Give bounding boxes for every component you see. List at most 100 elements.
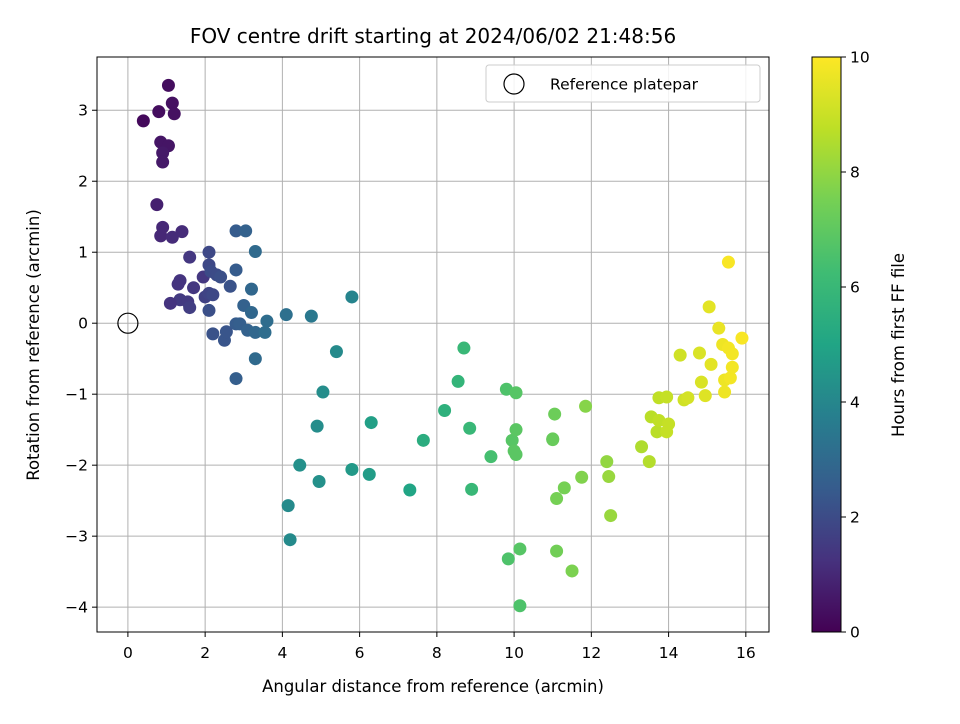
x-tick-label: 4 bbox=[277, 644, 287, 662]
data-point bbox=[662, 417, 676, 431]
data-point bbox=[550, 544, 564, 558]
data-point bbox=[451, 374, 465, 388]
data-point bbox=[725, 360, 739, 374]
data-point bbox=[248, 245, 262, 259]
data-point bbox=[219, 325, 233, 339]
data-point bbox=[310, 419, 324, 433]
data-point bbox=[600, 455, 614, 469]
data-point bbox=[202, 303, 216, 317]
data-point bbox=[165, 230, 179, 244]
data-point bbox=[692, 346, 706, 360]
x-axis-label: Angular distance from reference (arcmin) bbox=[262, 677, 604, 696]
data-point bbox=[279, 308, 293, 322]
y-tick-label: −1 bbox=[65, 386, 88, 404]
data-point bbox=[293, 458, 307, 472]
data-point bbox=[260, 314, 274, 328]
data-point bbox=[136, 114, 150, 128]
data-point bbox=[167, 107, 181, 121]
data-point bbox=[702, 300, 716, 314]
data-point bbox=[735, 331, 749, 345]
chart-title: FOV centre drift starting at 2024/06/02 … bbox=[190, 24, 676, 48]
colorbar-tick-label: 0 bbox=[850, 624, 860, 642]
data-point bbox=[175, 225, 189, 239]
data-point bbox=[364, 416, 378, 430]
x-tick-label: 0 bbox=[123, 644, 133, 662]
data-point bbox=[223, 279, 237, 293]
y-axis-label: Rotation from reference (arcmin) bbox=[24, 209, 43, 481]
data-point bbox=[362, 467, 376, 481]
data-point bbox=[345, 290, 359, 304]
data-point bbox=[602, 470, 616, 484]
data-point bbox=[642, 455, 656, 469]
data-point bbox=[694, 375, 708, 389]
scatter-points bbox=[117, 78, 749, 613]
data-point bbox=[229, 224, 243, 238]
x-tick-label: 10 bbox=[504, 644, 524, 662]
reference-platepar-marker bbox=[117, 312, 139, 334]
data-point bbox=[206, 288, 220, 302]
y-tick-label: −3 bbox=[65, 528, 88, 546]
data-point bbox=[244, 306, 258, 320]
data-point bbox=[214, 270, 228, 284]
data-point bbox=[723, 371, 737, 385]
data-point bbox=[329, 345, 343, 359]
data-point bbox=[152, 105, 166, 119]
data-point bbox=[463, 421, 477, 435]
data-point bbox=[304, 309, 318, 323]
colorbar-tick-label: 4 bbox=[850, 394, 860, 412]
legend: Reference platepar bbox=[485, 64, 761, 103]
y-tick-label: −2 bbox=[65, 457, 88, 475]
data-point bbox=[438, 404, 452, 418]
data-point bbox=[509, 448, 523, 462]
grid-lines bbox=[97, 57, 769, 632]
legend-reference-marker bbox=[503, 73, 525, 95]
x-tick-label: 2 bbox=[200, 644, 210, 662]
y-tick-label: 1 bbox=[78, 244, 88, 262]
x-tick-label: 16 bbox=[736, 644, 756, 662]
data-point bbox=[258, 325, 272, 339]
data-point bbox=[154, 229, 168, 243]
data-point bbox=[403, 483, 417, 497]
data-point bbox=[248, 352, 262, 366]
data-point bbox=[202, 245, 216, 259]
data-point bbox=[673, 348, 687, 362]
data-point bbox=[501, 552, 515, 566]
legend-box bbox=[485, 64, 761, 103]
y-axis-ticks: −4 −3 −2 −1 0 1 2 3 bbox=[65, 102, 97, 617]
y-tick-label: 0 bbox=[78, 315, 88, 333]
y-tick-label: −4 bbox=[65, 599, 88, 617]
x-tick-label: 8 bbox=[432, 644, 442, 662]
data-point bbox=[171, 277, 185, 291]
x-tick-label: 14 bbox=[659, 644, 679, 662]
data-point bbox=[513, 542, 527, 556]
data-point bbox=[546, 433, 560, 447]
data-point bbox=[484, 450, 498, 464]
data-point bbox=[718, 385, 732, 399]
data-point bbox=[513, 599, 527, 613]
data-point bbox=[312, 475, 326, 489]
data-point bbox=[465, 482, 479, 496]
legend-label-reference-platepar: Reference platepar bbox=[550, 76, 699, 94]
colorbar-ticks: 0 2 4 6 8 10 bbox=[841, 49, 870, 642]
data-point bbox=[557, 481, 571, 495]
data-point bbox=[183, 250, 197, 264]
data-point bbox=[156, 155, 170, 169]
colorbar-tick-label: 8 bbox=[850, 164, 860, 182]
data-point bbox=[725, 347, 739, 361]
data-point bbox=[509, 386, 523, 400]
data-point bbox=[681, 391, 695, 405]
data-point bbox=[161, 78, 175, 92]
data-point bbox=[416, 433, 430, 447]
y-tick-label: 2 bbox=[78, 173, 88, 191]
data-point bbox=[579, 399, 593, 413]
data-point bbox=[345, 462, 359, 476]
plot-frame bbox=[96, 56, 770, 633]
colorbar-tick-label: 10 bbox=[850, 49, 870, 67]
data-point bbox=[721, 255, 735, 269]
data-point bbox=[550, 492, 564, 506]
data-point bbox=[163, 296, 177, 310]
colorbar: 0 2 4 6 8 10 Hours from first FF file bbox=[811, 49, 908, 642]
data-point bbox=[248, 325, 262, 339]
data-point bbox=[505, 433, 519, 447]
